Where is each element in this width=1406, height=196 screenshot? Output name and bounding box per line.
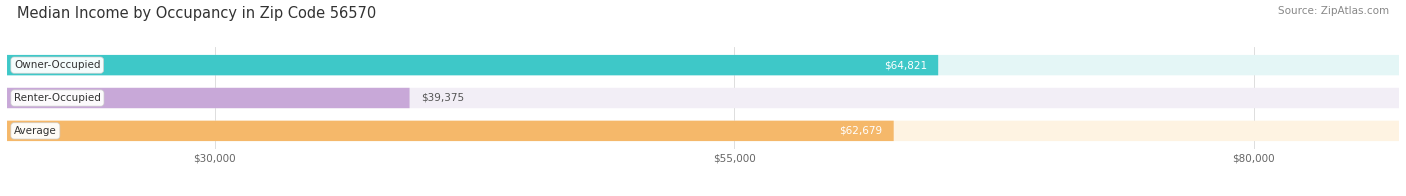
FancyBboxPatch shape — [7, 55, 938, 75]
Text: Average: Average — [14, 126, 56, 136]
Text: $62,679: $62,679 — [839, 126, 883, 136]
FancyBboxPatch shape — [7, 88, 409, 108]
Text: $39,375: $39,375 — [420, 93, 464, 103]
FancyBboxPatch shape — [7, 88, 1399, 108]
Text: Median Income by Occupancy in Zip Code 56570: Median Income by Occupancy in Zip Code 5… — [17, 6, 377, 21]
FancyBboxPatch shape — [7, 55, 1399, 75]
Text: Owner-Occupied: Owner-Occupied — [14, 60, 100, 70]
Text: $64,821: $64,821 — [884, 60, 927, 70]
FancyBboxPatch shape — [7, 121, 894, 141]
Text: Renter-Occupied: Renter-Occupied — [14, 93, 101, 103]
FancyBboxPatch shape — [7, 121, 1399, 141]
Text: Source: ZipAtlas.com: Source: ZipAtlas.com — [1278, 6, 1389, 16]
